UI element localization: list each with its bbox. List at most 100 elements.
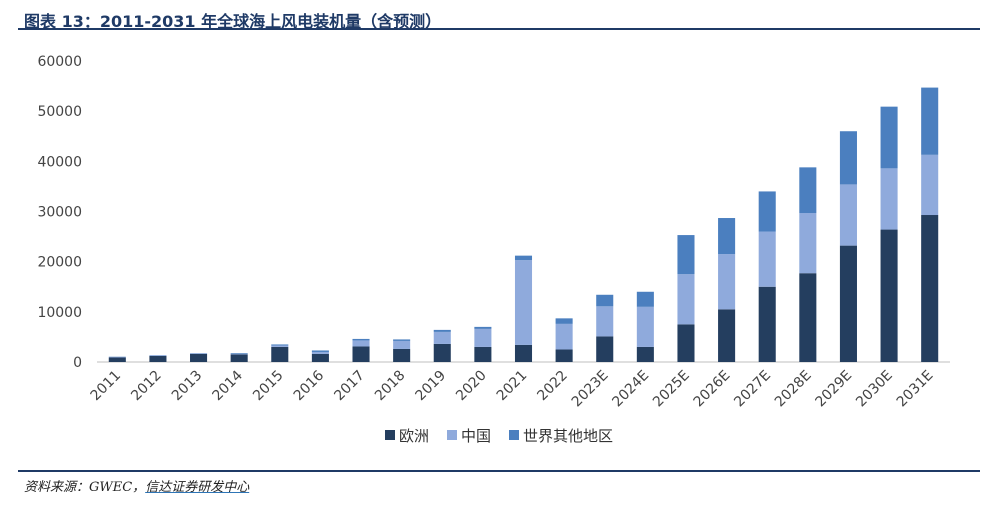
bar-2021-series-1 (514, 260, 533, 345)
title-divider (18, 28, 980, 30)
bar-2020-series-0 (474, 346, 492, 362)
bar-2025E-series-0 (677, 324, 695, 362)
bar-2016-series-2 (311, 350, 329, 352)
bar-2022-series-1 (555, 323, 573, 350)
x-tick-label: 2020 (453, 368, 490, 405)
bar-2018-series-0 (393, 348, 411, 362)
x-tick-label: 2023E (569, 368, 612, 411)
bar-2026E-series-1 (718, 254, 736, 310)
bar-2027E-series-1 (758, 231, 776, 287)
chart-title: 图表 13：2011-2031 年全球海上风电装机量（含预测） (24, 12, 442, 31)
bar-2016-series-0 (311, 353, 329, 362)
bar-2012-series-0 (149, 355, 167, 362)
bar-2019-series-2 (433, 329, 451, 332)
y-tick-label: 50000 (37, 104, 82, 120)
bar-2023E-series-0 (596, 336, 614, 362)
bar-2024E-series-0 (636, 346, 654, 362)
bar-2011-series-1 (108, 356, 126, 358)
source-org: 信达证券研发中心 (145, 480, 250, 495)
bar-2014-series-0 (230, 354, 248, 362)
bar-2013-series-0 (190, 353, 208, 362)
x-tick-label: 2021 (494, 368, 531, 405)
footer-divider (18, 470, 980, 472)
x-tick-label: 2017 (331, 368, 368, 405)
x-tick-label: 2014 (209, 367, 246, 404)
bar-2030E-series-0 (880, 229, 898, 362)
bar-2022-series-2 (555, 318, 573, 324)
bar-2031E-series-2 (921, 87, 939, 155)
x-tick-label: 2019 (413, 368, 450, 405)
bar-2024E-series-2 (636, 291, 654, 307)
bar-2024E-series-1 (636, 306, 654, 347)
bar-2030E-series-2 (880, 106, 898, 169)
bar-2017-series-1 (352, 340, 370, 347)
bar-2019-series-0 (433, 343, 451, 362)
bar-2023E-series-1 (596, 306, 614, 337)
bar-2015-series-2 (271, 344, 289, 346)
bar-2021-series-2 (514, 255, 533, 261)
bar-2020-series-2 (474, 326, 492, 329)
bar-2027E-series-0 (758, 286, 776, 362)
y-tick-label: 10000 (37, 305, 82, 321)
bar-2017-series-0 (352, 346, 370, 362)
bar-2026E-series-0 (718, 309, 736, 362)
x-tick-label: 2029E (813, 368, 856, 411)
bar-2015-series-1 (271, 345, 289, 347)
bar-2031E-series-0 (921, 215, 939, 362)
x-tick-label: 2016 (291, 367, 328, 404)
y-tick-label: 40000 (37, 154, 82, 170)
legend-swatch-0 (385, 430, 395, 440)
x-tick-label: 2015 (250, 368, 287, 405)
bar-2018-series-1 (393, 340, 411, 349)
bar-2025E-series-1 (677, 274, 695, 325)
bar-2017-series-2 (352, 338, 370, 341)
bar-2016-series-1 (311, 351, 329, 354)
y-tick-label: 20000 (37, 255, 82, 271)
bar-2029E-series-2 (839, 131, 857, 185)
source-prefix: 资料来源：GWEC， (24, 480, 146, 495)
legend-swatch-2 (509, 430, 519, 440)
x-tick-label: 2012 (128, 368, 165, 405)
bar-2015-series-0 (271, 346, 289, 362)
x-tick-label: 2013 (169, 368, 206, 405)
bar-2025E-series-2 (677, 235, 695, 275)
bar-2028E-series-0 (799, 273, 817, 362)
legend-swatch-1 (447, 430, 457, 440)
bar-2012-series-1 (149, 355, 167, 356)
bar-2026E-series-2 (718, 218, 736, 255)
bar-2014-series-2 (230, 353, 248, 354)
x-tick-label: 2011 (88, 368, 125, 405)
bar-2020-series-1 (474, 328, 492, 347)
source-note: 资料来源：GWEC，信达证券研发中心 (24, 476, 249, 495)
legend-label-2: 世界其他地区 (523, 427, 613, 445)
bar-2013-series-1 (190, 353, 208, 354)
bar-2028E-series-2 (799, 167, 817, 214)
x-tick-label: 2026E (691, 368, 734, 411)
x-tick-label: 2030E (853, 368, 896, 411)
bar-2029E-series-0 (839, 245, 857, 362)
x-tick-label: 2022 (534, 368, 571, 405)
bar-2022-series-0 (555, 349, 573, 362)
legend-label-0: 欧洲 (399, 427, 429, 445)
bar-2027E-series-2 (758, 191, 776, 232)
y-tick-label: 0 (73, 355, 82, 371)
bar-2029E-series-1 (839, 184, 857, 246)
bar-2014-series-1 (230, 353, 248, 355)
legend-label-1: 中国 (461, 427, 491, 445)
bar-2019-series-1 (433, 331, 451, 344)
x-tick-label: 2027E (731, 368, 774, 411)
x-tick-label: 2025E (650, 368, 693, 411)
x-tick-label: 2028E (772, 368, 815, 411)
bar-2018-series-2 (393, 339, 411, 341)
bar-2021-series-0 (514, 344, 533, 362)
bar-2030E-series-1 (880, 168, 898, 230)
x-tick-label: 2031E (894, 368, 937, 411)
y-tick-label: 60000 (37, 54, 82, 70)
x-tick-label: 2018 (372, 368, 409, 405)
bar-2011-series-0 (108, 357, 126, 362)
bar-2028E-series-1 (799, 213, 817, 274)
y-tick-label: 30000 (37, 205, 82, 221)
x-tick-label: 2024E (609, 368, 652, 411)
bar-2023E-series-2 (596, 294, 614, 307)
